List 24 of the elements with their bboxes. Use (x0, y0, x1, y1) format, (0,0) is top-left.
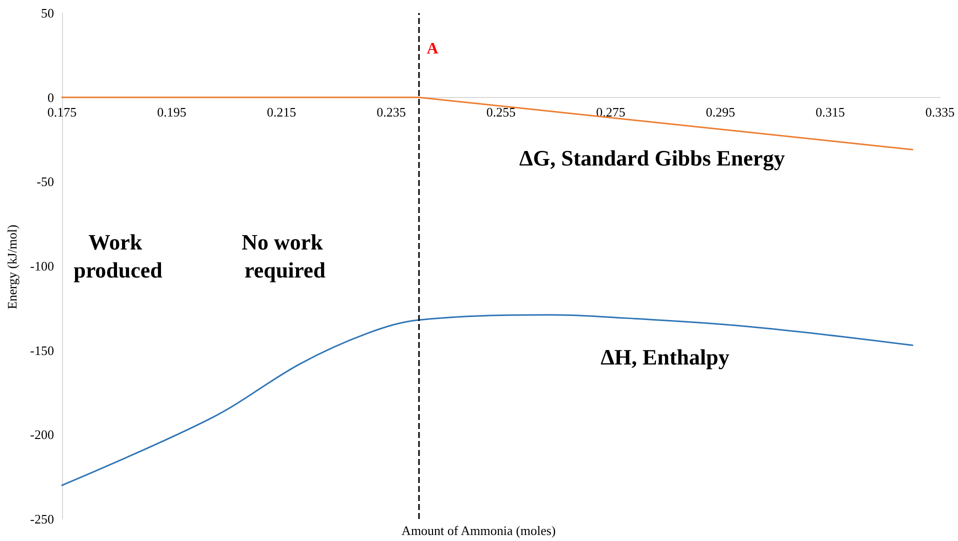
x-tick-label: 0.295 (706, 104, 736, 120)
x-tick-label: 0.335 (925, 104, 955, 120)
x-tick-label: 0.175 (47, 104, 77, 120)
annotation: ΔG, Standard Gibbs Energy (519, 146, 785, 170)
x-tick-label: 0.195 (157, 104, 186, 120)
y-tick-label: -100 (30, 258, 54, 274)
ref-line-label: A (426, 40, 439, 58)
annotation: Work produced (74, 230, 162, 282)
x-tick-label: 0.235 (376, 104, 406, 120)
x-tick-label: 0.255 (486, 104, 516, 120)
y-tick-label: -250 (30, 512, 54, 526)
y-axis-title: Energy (kJ/mol) (4, 224, 20, 310)
y-tick-label: -50 (36, 174, 54, 190)
x-tick-label: 0.315 (816, 104, 845, 120)
x-tick-label: 0.215 (266, 104, 296, 120)
line-series (61, 314, 914, 486)
x-tick-label: 0.275 (596, 104, 626, 120)
annotation: No work required (242, 230, 328, 282)
y-tick-label: -150 (30, 342, 54, 358)
y-tick-label: 50 (41, 6, 54, 20)
x-axis-title: Amount of Ammonia (moles) (402, 523, 556, 538)
y-tick-label: -200 (30, 427, 54, 442)
annotation: ΔH, Enthalpy (600, 344, 730, 370)
y-tick-label: 0 (48, 90, 54, 105)
